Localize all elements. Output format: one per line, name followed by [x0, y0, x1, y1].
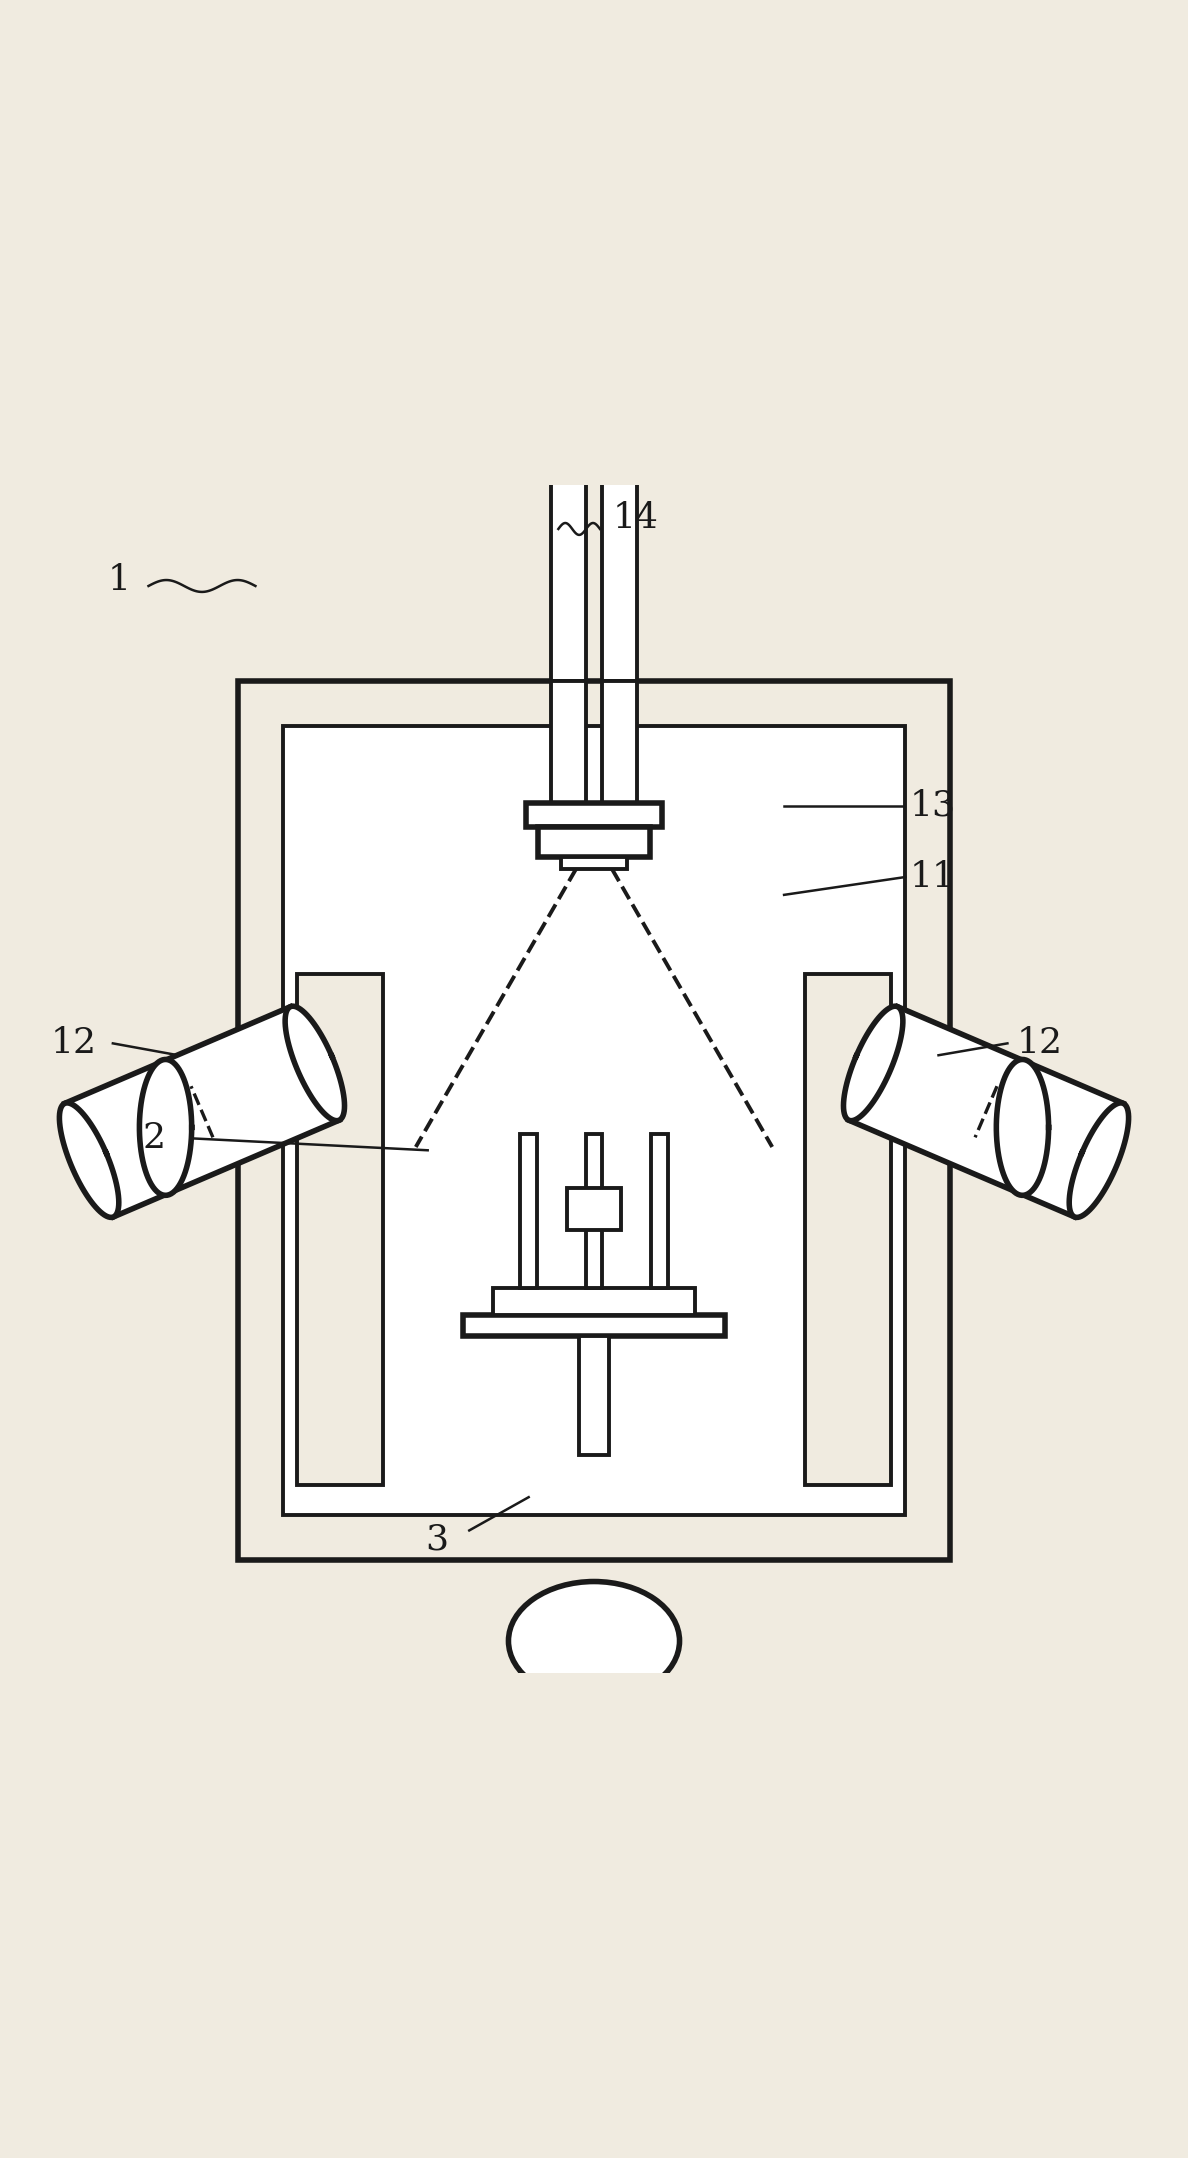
- Bar: [561, 1763, 627, 1780]
- Bar: [576, 1701, 612, 1869]
- Polygon shape: [65, 1006, 339, 1217]
- Text: 14: 14: [613, 501, 658, 535]
- Bar: [283, 725, 905, 1515]
- Polygon shape: [843, 1006, 903, 1120]
- Text: 1: 1: [107, 563, 131, 598]
- Text: 12: 12: [1017, 1027, 1062, 1060]
- Polygon shape: [849, 1006, 1123, 1217]
- Bar: [586, 1133, 602, 1288]
- Bar: [238, 682, 950, 1560]
- Bar: [805, 975, 891, 1485]
- Bar: [601, 473, 637, 682]
- Polygon shape: [59, 1103, 119, 1217]
- Text: 13: 13: [910, 790, 955, 822]
- Polygon shape: [139, 1060, 191, 1196]
- Bar: [493, 1288, 695, 1314]
- Bar: [568, 1189, 620, 1230]
- Bar: [537, 827, 651, 857]
- Polygon shape: [285, 1006, 345, 1120]
- Text: 11: 11: [910, 861, 955, 893]
- Text: 12: 12: [51, 1027, 96, 1060]
- Text: 3: 3: [425, 1524, 449, 1556]
- Bar: [651, 1133, 668, 1288]
- Bar: [561, 1811, 627, 1828]
- Bar: [297, 975, 383, 1485]
- Bar: [579, 1336, 609, 1454]
- Bar: [551, 682, 587, 803]
- Bar: [561, 857, 627, 870]
- Bar: [551, 473, 587, 682]
- Polygon shape: [1069, 1103, 1129, 1217]
- Bar: [463, 1314, 725, 1336]
- Bar: [520, 1133, 537, 1288]
- Polygon shape: [997, 1060, 1049, 1196]
- Bar: [525, 803, 663, 827]
- Ellipse shape: [508, 1582, 680, 1701]
- Text: 2: 2: [143, 1122, 166, 1155]
- Bar: [601, 682, 637, 803]
